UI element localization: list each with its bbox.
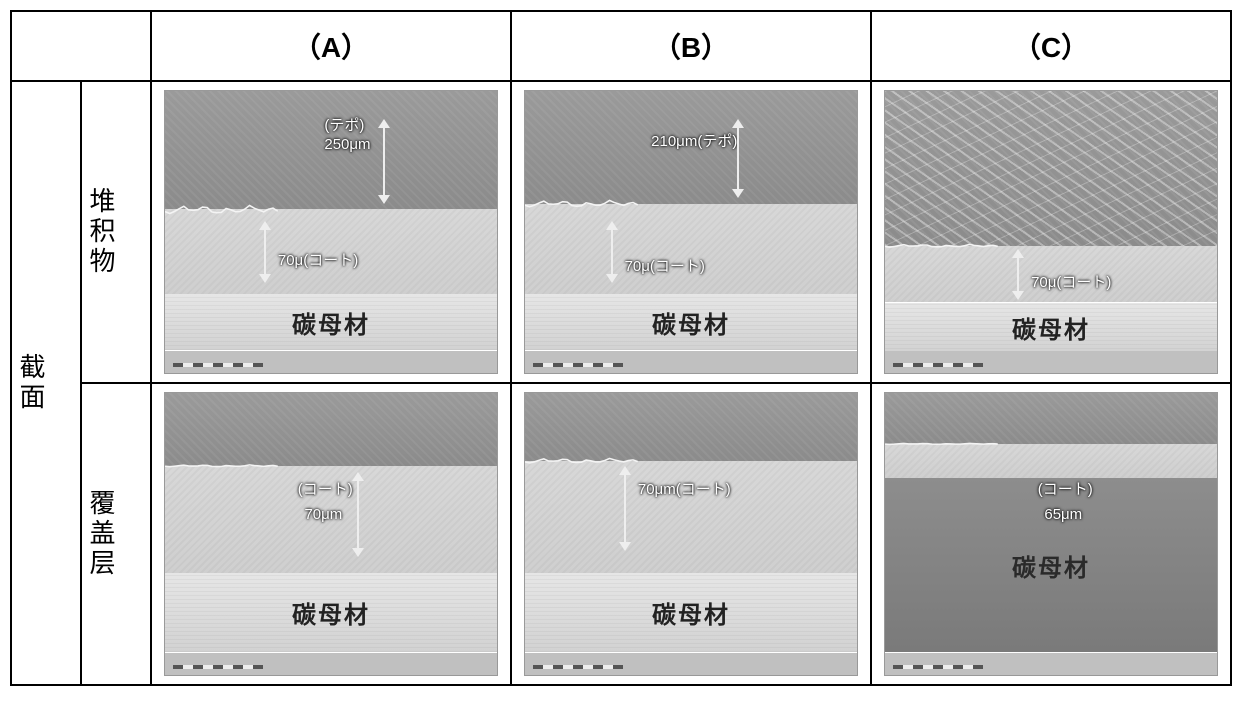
measure-arrow-coating [618, 466, 632, 551]
substrate-label: 碳母材 [292, 595, 370, 630]
micrograph: 碳母材 (コート) 70μm [164, 392, 498, 676]
row-cover: 覆盖层 碳母材 (コート) 70μm 碳母材 70μm(コート) 碳母材 (コート) 65… [11, 383, 1231, 685]
scalebar [165, 351, 497, 373]
rowgroup-cross-section: 截面 [11, 81, 81, 685]
micrograph-cell: 碳母材 (テポ)250μm 70μ(コート) [152, 82, 510, 382]
col-header-B: （B） [511, 11, 871, 81]
micrograph-cell: 碳母材 (コート) 70μm [152, 384, 510, 684]
row-deposit: 截面 堆积物 碳母材(テポ)250μm70μ(コート) 碳母材210μm(テポ)… [11, 81, 1231, 383]
region-deposit [885, 91, 1217, 246]
col-header-B-label: （B） [512, 12, 870, 80]
scalebar [165, 653, 497, 675]
substrate-label: 碳母材 [1012, 548, 1090, 583]
annotation-coating: (コート) [298, 478, 353, 499]
annotation-deposit-value: 250μm [324, 136, 370, 153]
annotation-deposit: 210μm(テポ) [651, 130, 737, 151]
scalebar [885, 351, 1217, 373]
micrograph: 碳母材 70μ(コート) [884, 90, 1218, 374]
measure-arrow-deposit [731, 119, 745, 198]
substrate-label: 碳母材 [652, 305, 730, 340]
row-label-cover-text: 覆盖层 [82, 479, 119, 589]
col-header-A: （A） [151, 11, 511, 81]
measure-arrow-coating [351, 472, 365, 557]
annotation-coating: 70μm(コート) [638, 478, 731, 499]
micrograph: 碳母材 (テポ)250μm 70μ(コート) [164, 90, 498, 374]
row-label-deposit: 堆积物 [81, 81, 151, 383]
header-corner [11, 11, 151, 81]
cell-cover-C: 碳母材 (コート) 65μm [871, 383, 1231, 685]
row-label-cover: 覆盖层 [81, 383, 151, 685]
measure-arrow-coating [605, 221, 619, 283]
measure-arrow-coating [1011, 249, 1025, 300]
region-coating [885, 444, 1217, 478]
region-substrate: 碳母材 [165, 294, 497, 350]
micrograph-cell: 碳母材 (コート) 65μm [872, 384, 1230, 684]
cell-deposit-C: 碳母材 70μ(コート) [871, 81, 1231, 383]
region-coating [525, 204, 857, 294]
annotation-coating: 70μ(コート) [278, 249, 358, 270]
micrograph-cell: 碳母材 210μm(テポ) 70μ(コート) [512, 82, 870, 382]
texture-scratches [885, 91, 1217, 246]
annotation-deposit: (テポ) [324, 114, 364, 135]
micrograph-cell: 碳母材 70μ(コート) [872, 82, 1230, 382]
region-substrate: 碳母材 [525, 573, 857, 652]
micrograph-cell: 碳母材 70μm(コート) [512, 384, 870, 684]
cell-deposit-B: 碳母材 210μm(テポ) 70μ(コート) [511, 81, 871, 383]
scalebar [885, 653, 1217, 675]
scalebar [525, 351, 857, 373]
region-deposit [885, 393, 1217, 444]
annotation-coating: 70μ(コート) [1031, 271, 1111, 292]
micrograph: 碳母材 210μm(テポ) 70μ(コート) [524, 90, 858, 374]
header-row: （A） （B） （C） [11, 11, 1231, 81]
col-header-C-label: （C） [872, 12, 1230, 80]
substrate-label: 碳母材 [292, 305, 370, 340]
annotation-coating: (コート) [1038, 478, 1093, 499]
region-substrate: 碳母材 [165, 573, 497, 652]
micrograph: 碳母材 (コート) 65μm [884, 392, 1218, 676]
region-substrate: 碳母材 [885, 303, 1217, 354]
scalebar [525, 653, 857, 675]
region-deposit [525, 393, 857, 461]
region-substrate: 碳母材 [525, 294, 857, 350]
substrate-label: 碳母材 [1012, 310, 1090, 345]
annotation-coating-value: 65μm [1044, 506, 1082, 523]
cell-deposit-A: 碳母材 (テポ)250μm 70μ(コート) [151, 81, 511, 383]
cross-section-figure-table: （A） （B） （C） 截面 堆积物 碳母材(テポ)250μm70μ(コート) … [10, 10, 1232, 686]
col-header-C: （C） [871, 11, 1231, 81]
rowgroup-label: 截面 [12, 343, 49, 423]
annotation-coating-value: 70μm [304, 506, 342, 523]
measure-arrow-coating [258, 221, 272, 283]
substrate-label: 碳母材 [652, 595, 730, 630]
micrograph: 碳母材 70μm(コート) [524, 392, 858, 676]
row-label-deposit-text: 堆积物 [82, 177, 119, 287]
region-substrate: 碳母材 [885, 478, 1217, 653]
col-header-A-label: （A） [152, 12, 510, 80]
cell-cover-B: 碳母材 70μm(コート) [511, 383, 871, 685]
cell-cover-A: 碳母材 (コート) 70μm [151, 383, 511, 685]
annotation-coating: 70μ(コート) [625, 255, 705, 276]
region-deposit [165, 393, 497, 466]
measure-arrow-deposit [377, 119, 391, 204]
